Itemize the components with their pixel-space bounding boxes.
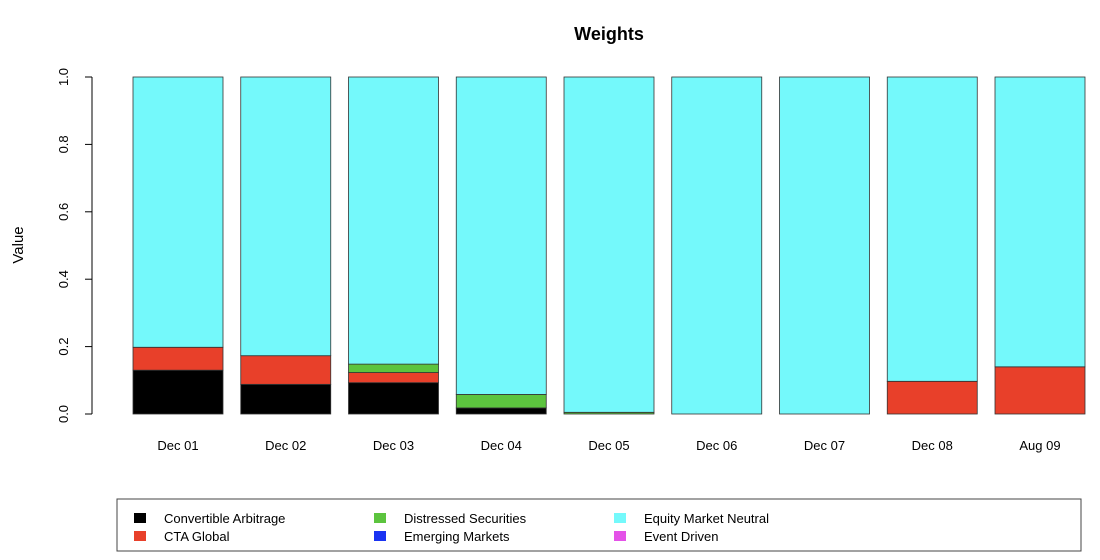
x-tick-label: Dec 03	[373, 438, 414, 453]
bar-segment-8-4	[994, 76, 1086, 368]
x-tick-label: Dec 06	[696, 438, 737, 453]
legend-label: Distressed Securities	[404, 511, 527, 526]
x-tick-label: Dec 07	[804, 438, 845, 453]
x-tick-label: Dec 04	[481, 438, 522, 453]
y-tick-label: 0.2	[56, 338, 71, 356]
bar-segment-0-1	[132, 346, 224, 371]
y-tick-label: 0.8	[56, 135, 71, 153]
legend: Convertible Arbitrage CTA Global Distresse…	[116, 498, 1082, 552]
legend-box	[116, 498, 1082, 552]
bar-segment-0-4	[132, 76, 224, 348]
bar-segment-7-4	[886, 76, 978, 382]
y-axis-label: Value	[10, 226, 27, 263]
legend-label: Equity Market Neutral	[644, 511, 769, 526]
legend-label: Emerging Markets	[404, 529, 510, 544]
y-axis: 0.0 0.2 0.4 0.6 0.8 1.0	[56, 68, 93, 423]
bar-segment-4-4	[563, 76, 655, 413]
legend-swatch	[374, 531, 386, 541]
legend-label: Convertible Arbitrage	[164, 511, 285, 526]
legend-swatch	[374, 513, 386, 523]
legend-label: Event Driven	[644, 529, 718, 544]
y-tick-label: 1.0	[56, 68, 71, 86]
legend-swatch	[614, 513, 626, 523]
bar-segment-2-0	[348, 382, 439, 415]
x-tick-label: Aug 09	[1019, 438, 1060, 453]
plot-area	[132, 76, 1086, 415]
bar-segment-0-0	[132, 369, 224, 415]
bar-segment-8-1	[994, 366, 1086, 415]
legend-label: CTA Global	[164, 529, 230, 544]
bar-segment-3-2	[455, 394, 547, 409]
bar-segment-3-4	[455, 76, 547, 395]
bar-segment-7-1	[886, 380, 978, 415]
x-axis: Dec 01 Dec 02 Dec 03 Dec 04 Dec 05 Dec 06 Dec …	[157, 438, 1060, 453]
bar-segment-1-0	[240, 383, 332, 415]
legend-swatch	[134, 513, 146, 523]
legend-swatch	[134, 531, 146, 541]
bar-segment-2-4	[348, 76, 439, 365]
x-tick-label: Dec 08	[912, 438, 953, 453]
y-tick-label: 0.6	[56, 203, 71, 221]
bar-segment-1-4	[240, 76, 332, 357]
bar-segment-6-4	[779, 76, 870, 415]
x-tick-label: Dec 02	[265, 438, 306, 453]
y-tick-label: 0.4	[56, 270, 71, 288]
bar-segment-5-4	[671, 76, 763, 415]
y-tick-label: 0.0	[56, 405, 71, 423]
bar-segment-2-1	[348, 372, 439, 384]
bar-segment-3-0	[455, 407, 547, 415]
chart-title: Weights	[574, 24, 644, 44]
legend-swatch	[614, 531, 626, 541]
bar-segment-2-2	[348, 363, 439, 373]
bar-segment-1-1	[240, 355, 332, 385]
x-tick-label: Dec 05	[588, 438, 629, 453]
x-tick-label: Dec 01	[157, 438, 198, 453]
